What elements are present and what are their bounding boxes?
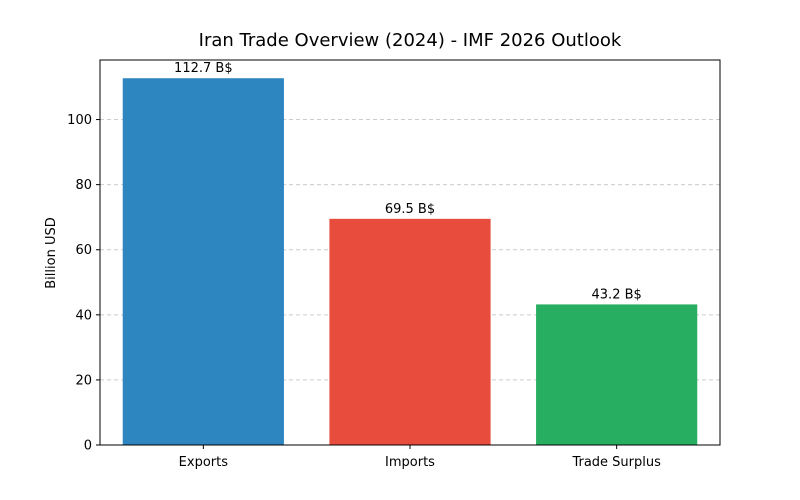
x-tick-label: Exports bbox=[179, 455, 229, 470]
bar bbox=[536, 304, 698, 445]
y-tick-label: 100 bbox=[67, 113, 92, 128]
y-tick-label: 60 bbox=[75, 243, 92, 258]
value-label: 112.7 B$ bbox=[174, 61, 233, 76]
x-tick-label: Imports bbox=[385, 455, 435, 470]
bar bbox=[122, 78, 284, 445]
plot-frame bbox=[99, 59, 721, 446]
y-axis-label: Billion USD bbox=[44, 217, 59, 288]
y-tick-label: 40 bbox=[75, 308, 92, 323]
y-tick-label: 20 bbox=[75, 373, 92, 388]
y-tick-label: 0 bbox=[84, 439, 92, 454]
x-tick-label: Trade Surplus bbox=[571, 455, 661, 470]
chart-title: Iran Trade Overview (2024) - IMF 2026 Ou… bbox=[199, 30, 622, 51]
value-label: 69.5 B$ bbox=[385, 202, 435, 217]
value-label: 43.2 B$ bbox=[592, 287, 642, 302]
bar bbox=[329, 218, 491, 445]
y-tick-label: 80 bbox=[75, 178, 92, 193]
